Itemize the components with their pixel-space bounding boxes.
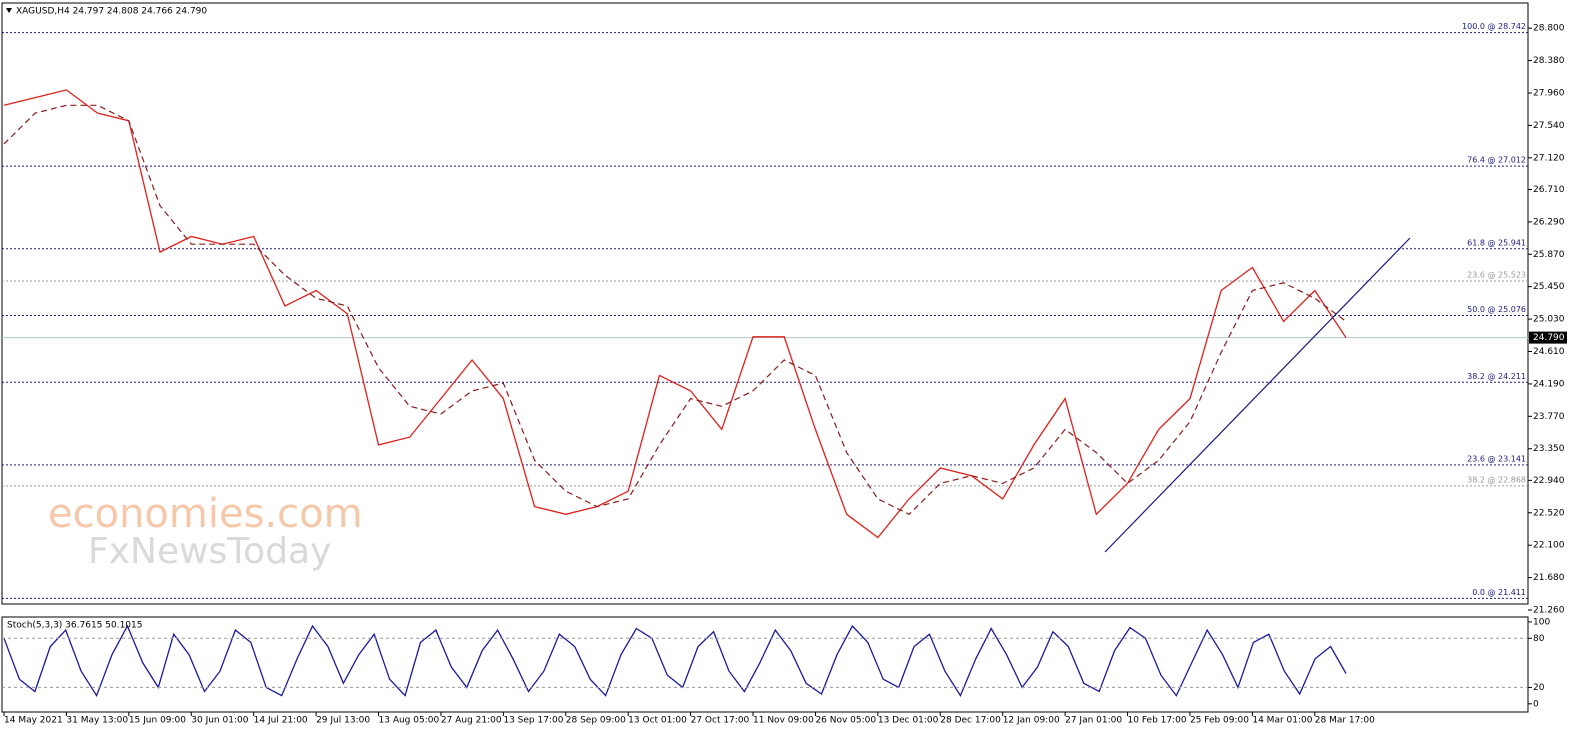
x-tick-label: 13 Dec 01:00 — [878, 716, 939, 726]
y-tick-label: 26.710 — [1533, 185, 1565, 195]
x-tick-label: 26 Nov 05:00 — [815, 716, 876, 726]
menu-triangle[interactable] — [6, 8, 12, 13]
x-tick-label: 27 Jan 01:00 — [1065, 716, 1122, 726]
x-tick-label: 14 Jul 21:00 — [254, 716, 308, 726]
series-line — [3, 104, 1347, 516]
x-tick-label: 27 Oct 17:00 — [691, 716, 750, 726]
fib-level-label: 23.6 @ 23.141 — [1467, 454, 1526, 463]
y-tick-label: 24.190 — [1533, 379, 1565, 389]
y-tick-label: 28.800 — [1533, 24, 1565, 34]
y-tick-label: 23.770 — [1533, 412, 1565, 422]
x-tick-label: 11 Nov 09:00 — [753, 716, 814, 726]
watermark-line1: economies.com — [48, 491, 363, 537]
fib-level-label: 38.2 @ 24.211 — [1467, 372, 1526, 381]
x-tick-label: 28 Sep 09:00 — [566, 716, 626, 726]
stoch-title: Stoch(5,3,3) 36.7615 50.1015 — [7, 621, 142, 631]
x-tick-label: 13 Oct 01:00 — [628, 716, 687, 726]
current-price-label: 24.790 — [1533, 333, 1565, 343]
x-tick-label: 29 Jul 13:00 — [316, 716, 370, 726]
y-tick-label: 25.870 — [1533, 250, 1565, 260]
x-tick-label: 28 Dec 17:00 — [940, 716, 1001, 726]
x-tick-label: 12 Jan 09:00 — [1003, 716, 1060, 726]
y-tick-label: 21.260 — [1533, 606, 1565, 616]
x-tick-label: 13 Sep 17:00 — [503, 716, 563, 726]
y-tick-label: 20 — [1533, 683, 1545, 693]
y-tick-label: 21.680 — [1533, 573, 1565, 583]
watermark: economies.com FxNewsToday — [48, 491, 363, 572]
x-tick-label: 25 Feb 09:00 — [1190, 716, 1249, 726]
fib-level-label: 23.6 @ 25.523 — [1467, 271, 1526, 280]
y-tick-label: 27.120 — [1533, 153, 1565, 163]
y-tick-label: 22.940 — [1533, 476, 1565, 486]
stoch-panel-frame — [1, 616, 1529, 713]
series-line — [3, 89, 1347, 539]
y-tick-label: 25.450 — [1533, 282, 1565, 292]
y-tick-label: 28.380 — [1533, 56, 1565, 66]
x-tick-label: 30 Jun 01:00 — [191, 716, 248, 726]
x-tick-label: 14 Mar 01:00 — [1252, 716, 1312, 726]
x-tick-label: 10 Feb 17:00 — [1128, 716, 1187, 726]
fib-level-label: 61.8 @ 25.941 — [1467, 238, 1526, 247]
fib-level-label: 100.0 @ 28.742 — [1462, 22, 1526, 31]
y-tick-label: 27.960 — [1533, 88, 1565, 98]
y-tick-label: 22.100 — [1533, 541, 1565, 551]
x-tick-label: 27 Aug 21:00 — [441, 716, 502, 726]
y-tick-label: 25.030 — [1533, 315, 1565, 325]
current-price-box — [1529, 331, 1567, 344]
y-tick-label: 23.350 — [1533, 444, 1565, 454]
trend-line — [1104, 237, 1411, 553]
x-tick-label: 14 May 2021 — [4, 716, 63, 726]
y-tick-label: 22.520 — [1533, 508, 1565, 518]
x-tick-label: 31 May 13:00 — [66, 716, 128, 726]
header: XAGUSD,H4 24.797 24.808 24.766 24.790 — [16, 7, 207, 17]
x-tick-label: 13 Aug 05:00 — [379, 716, 440, 726]
y-tick-label: 100 — [1533, 617, 1550, 627]
fib-level-label: 38.2 @ 22.868 — [1467, 475, 1526, 484]
y-tick-label: 80 — [1533, 634, 1545, 644]
watermark-line2: FxNewsToday — [88, 531, 331, 572]
y-tick-label: 26.290 — [1533, 217, 1565, 227]
fib-level-label: 76.4 @ 27.012 — [1467, 156, 1526, 165]
fib-level-label: 0.0 @ 21.411 — [1472, 588, 1526, 597]
y-tick-label: 0 — [1533, 699, 1539, 709]
y-tick-label: 27.540 — [1533, 121, 1565, 131]
y-tick-label: 24.610 — [1533, 347, 1565, 357]
x-tick-label: 15 Jun 09:00 — [129, 716, 186, 726]
x-tick-label: 28 Mar 17:00 — [1315, 716, 1375, 726]
fib-level-label: 50.0 @ 25.076 — [1467, 305, 1526, 314]
series-line — [3, 624, 1347, 698]
